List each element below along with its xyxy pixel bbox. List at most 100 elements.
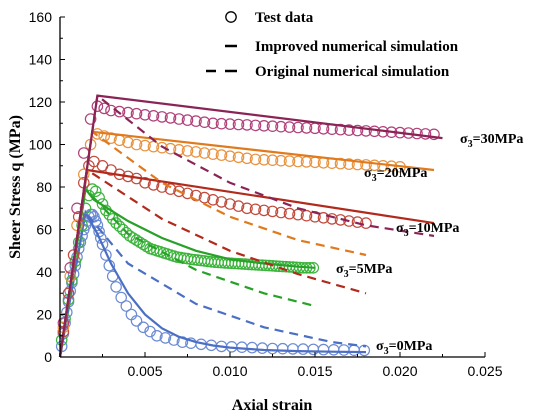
test-data-point	[156, 141, 168, 154]
test-data-point	[343, 215, 355, 227]
test-data-point	[343, 158, 355, 170]
y-tick-label: 120	[29, 94, 53, 110]
test-data-point	[139, 177, 151, 189]
test-data-point	[297, 343, 309, 355]
test-data-point	[275, 154, 287, 167]
y-tick-label: 0	[44, 349, 52, 365]
legend-label: Improved numerical simulation	[255, 39, 459, 55]
test-data-point	[249, 119, 262, 132]
test-data-point	[110, 217, 122, 229]
test-data-point	[115, 291, 127, 304]
test-data-point	[232, 200, 245, 212]
test-data-point	[300, 122, 313, 134]
test-data-point	[215, 149, 228, 161]
x-tick-label: 0.005	[127, 363, 162, 379]
test-data-point	[147, 110, 160, 122]
original-simulation-line	[58, 209, 367, 358]
series-4	[57, 93, 443, 358]
original-simulation-line	[58, 129, 367, 358]
x-tick-label: 0.025	[467, 363, 502, 379]
test-data-point	[428, 128, 440, 141]
test-data-point	[78, 168, 90, 181]
y-tick-label: 140	[29, 52, 53, 68]
series-0	[55, 208, 371, 358]
test-data-point	[164, 112, 177, 124]
test-data-point	[198, 191, 211, 204]
test-data-point	[190, 146, 202, 158]
test-data-point	[130, 315, 143, 327]
legend-marker	[225, 11, 237, 23]
test-data-point	[275, 120, 287, 133]
y-tick-label: 100	[29, 137, 53, 153]
test-data-point	[224, 118, 236, 130]
series-2	[57, 155, 435, 358]
test-data-point	[326, 213, 338, 225]
test-data-point	[246, 341, 258, 354]
test-data-point	[84, 113, 97, 125]
test-data-point	[266, 120, 279, 132]
test-data-point	[139, 139, 151, 152]
test-data-point	[78, 147, 90, 159]
test-data-point	[159, 332, 172, 344]
y-tick-label: 60	[36, 222, 52, 238]
y-axis-title: Sheer Stress q (MPa)	[7, 115, 24, 259]
y-tick-label: 160	[29, 9, 53, 25]
test-data-point	[113, 220, 126, 233]
test-data-point	[232, 118, 245, 131]
test-data-point	[287, 343, 299, 355]
test-data-point	[258, 120, 270, 132]
chart-marks	[55, 93, 443, 358]
test-data-point	[215, 117, 228, 130]
test-data-point	[266, 342, 279, 355]
test-data-point	[98, 102, 110, 115]
test-data-point	[232, 151, 245, 164]
test-data-point	[215, 196, 228, 208]
test-data-point	[266, 205, 279, 218]
test-data-point	[144, 325, 156, 338]
test-data-point	[207, 148, 219, 160]
y-tick-label: 20	[36, 307, 52, 323]
axes: 0.005 0.010 0.015 0.020 0.025 0 20 40 60 80 100 120…	[29, 9, 503, 379]
test-data-point	[64, 261, 76, 274]
test-data-point	[266, 154, 279, 166]
test-data-point	[348, 344, 360, 356]
series-annotation: σ3=20MPa	[364, 166, 427, 184]
test-data-point	[122, 106, 134, 119]
test-data-point	[130, 107, 143, 120]
test-data-point	[327, 343, 340, 356]
test-data-point	[106, 213, 119, 225]
test-data-point	[249, 203, 262, 216]
test-data-point	[96, 198, 109, 210]
test-data-point	[190, 115, 202, 127]
improved-simulation-line	[58, 94, 443, 358]
test-data-point	[137, 321, 150, 334]
test-data-point	[317, 343, 330, 356]
test-data-point	[317, 212, 330, 224]
test-data-point	[181, 145, 194, 157]
series-annotation: σ3=5MPa	[336, 262, 392, 280]
test-data-point	[300, 209, 313, 222]
improved-simulation-line	[58, 186, 316, 358]
test-data-point	[139, 109, 151, 121]
test-data-point	[86, 183, 99, 195]
test-data-point	[283, 121, 296, 133]
test-data-point	[307, 343, 320, 356]
test-data-point	[198, 116, 211, 128]
test-data-point	[181, 114, 194, 126]
test-data-point	[173, 113, 185, 125]
test-data-point	[258, 154, 270, 166]
test-data-point	[117, 223, 129, 236]
original-simulation-line	[58, 93, 435, 358]
test-data-point	[276, 342, 289, 355]
test-data-point	[207, 117, 219, 130]
test-data-point	[351, 216, 364, 228]
test-data-point	[256, 342, 269, 354]
test-data-point	[351, 124, 364, 137]
test-data-point	[120, 300, 133, 312]
test-data-point	[360, 159, 372, 171]
test-data-point	[173, 185, 185, 198]
test-data-point	[113, 105, 126, 118]
x-tick-label: 0.010	[212, 363, 247, 379]
legend: Test data Improved numerical simulation Or…	[206, 10, 459, 80]
